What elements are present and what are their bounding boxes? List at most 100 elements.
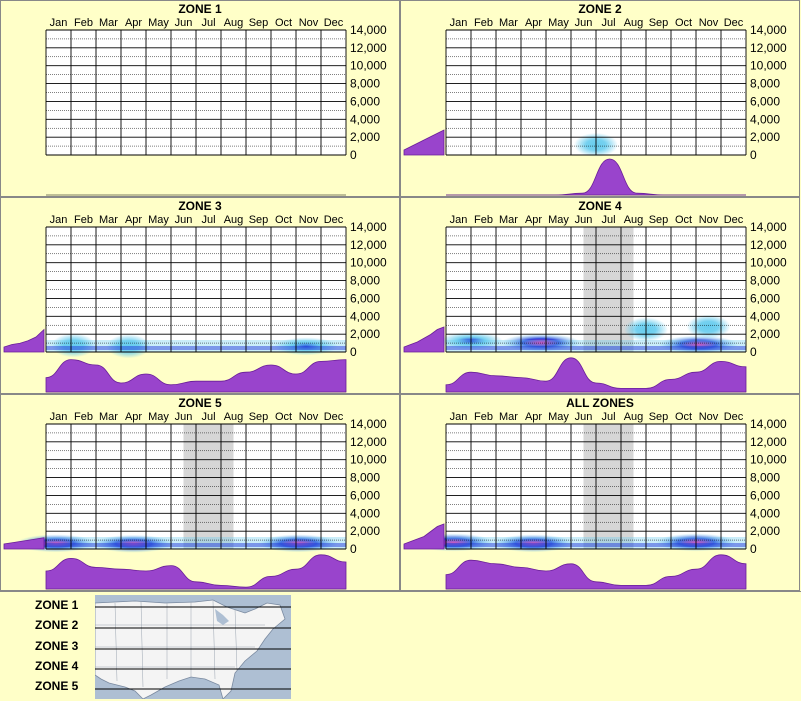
- y-tick-label: 8,000: [350, 274, 380, 288]
- panel-title: ALL ZONES: [566, 396, 634, 410]
- y-tick-label: 6,000: [350, 291, 380, 305]
- y-tick-label: 8,000: [750, 274, 780, 288]
- y-tick-label: 2,000: [350, 524, 380, 538]
- month-label: Sep: [249, 17, 269, 29]
- panel-5: ZONE 5 Jan Feb Mar Apr May Jun Jul Aug Sep Oct Nov D…: [0, 394, 400, 591]
- legend-zone-5: ZONE 5: [35, 679, 79, 693]
- month-label: Aug: [624, 17, 644, 29]
- month-label: Jun: [175, 17, 193, 29]
- month-label: Jul: [201, 17, 215, 29]
- month-label: Sep: [649, 17, 669, 29]
- month-label: Mar: [499, 17, 518, 29]
- y-tick-label: 8,000: [750, 77, 780, 91]
- month-label: Aug: [224, 17, 244, 29]
- month-label: Jan: [450, 411, 468, 423]
- monthly-profile: [45, 359, 347, 393]
- month-label: Nov: [299, 411, 319, 423]
- panels-svg: ZONE 1 Jan Feb Mar Apr May Jun Jul Aug Sep Oct Nov D…: [0, 0, 801, 592]
- hotspot: [686, 314, 731, 339]
- month-label: Feb: [474, 214, 493, 226]
- month-label: May: [148, 214, 169, 226]
- month-label: Nov: [299, 214, 319, 226]
- panel-1: ZONE 1 Jan Feb Mar Apr May Jun Jul Aug Sep Oct Nov D…: [0, 0, 400, 197]
- month-label: Jun: [575, 214, 593, 226]
- month-label: Dec: [724, 411, 744, 423]
- zone-map: [95, 595, 291, 699]
- month-label: Oct: [675, 411, 692, 423]
- y-tick-label: 2,000: [350, 130, 380, 144]
- month-label: Jun: [575, 411, 593, 423]
- month-label: Jan: [50, 214, 68, 226]
- y-tick-label: 0: [750, 148, 757, 162]
- y-tick-label: 2,000: [750, 130, 780, 144]
- elevation-profile: [403, 129, 445, 156]
- month-label: Jul: [201, 411, 215, 423]
- month-label: Apr: [525, 214, 542, 226]
- monthly-profile: [445, 554, 747, 590]
- y-tick-label: 4,000: [750, 506, 780, 520]
- month-label: Nov: [699, 411, 719, 423]
- panel-title: ZONE 5: [178, 396, 222, 410]
- month-label: Oct: [675, 214, 692, 226]
- panel-title: ZONE 1: [178, 2, 222, 16]
- panel-title: ZONE 3: [178, 199, 222, 213]
- month-label: Apr: [125, 17, 142, 29]
- legend-zone-3: ZONE 3: [35, 639, 79, 653]
- y-tick-label: 14,000: [750, 220, 787, 234]
- y-tick-label: 2,000: [750, 524, 780, 538]
- hotspot: [658, 335, 739, 354]
- month-label: Apr: [125, 214, 142, 226]
- month-label: Jun: [575, 17, 593, 29]
- month-label: Apr: [525, 411, 542, 423]
- y-tick-label: 4,000: [350, 506, 380, 520]
- panel-2: ZONE 2 Jan Feb Mar Apr May Jun Jul Aug Sep Oct Nov D…: [400, 0, 800, 197]
- y-tick-label: 10,000: [350, 256, 387, 270]
- hotspot: [51, 333, 96, 358]
- month-label: Sep: [249, 411, 269, 423]
- y-tick-label: 4,000: [750, 112, 780, 126]
- month-label: Jan: [450, 214, 468, 226]
- month-label: Oct: [675, 17, 692, 29]
- y-tick-label: 10,000: [750, 256, 787, 270]
- month-label: Feb: [74, 411, 93, 423]
- y-tick-label: 14,000: [350, 417, 387, 431]
- month-label: Dec: [324, 17, 344, 29]
- panel-6: ALL ZONES Jan Feb Mar Apr May Jun Jul Aug Sep Oct N…: [400, 394, 800, 591]
- y-tick-label: 4,000: [750, 309, 780, 323]
- y-tick-label: 14,000: [350, 220, 387, 234]
- month-label: Jan: [450, 17, 468, 29]
- month-label: Dec: [724, 214, 744, 226]
- month-label: Feb: [74, 214, 93, 226]
- month-label: May: [548, 411, 569, 423]
- y-tick-label: 8,000: [350, 77, 380, 91]
- y-tick-label: 4,000: [350, 112, 380, 126]
- y-tick-label: 12,000: [350, 435, 387, 449]
- month-label: Sep: [249, 214, 269, 226]
- y-tick-label: 4,000: [350, 309, 380, 323]
- month-label: Sep: [649, 214, 669, 226]
- month-label: Jul: [601, 214, 615, 226]
- monthly-profile: [445, 357, 747, 393]
- y-tick-label: 12,000: [350, 238, 387, 252]
- elevation-profile: [3, 537, 45, 550]
- hotspot: [493, 534, 574, 553]
- month-label: Nov: [299, 17, 319, 29]
- month-label: Mar: [99, 17, 118, 29]
- y-tick-label: 10,000: [750, 59, 787, 73]
- month-label: Aug: [224, 411, 244, 423]
- month-label: Jun: [175, 214, 193, 226]
- y-tick-label: 6,000: [350, 94, 380, 108]
- month-label: May: [148, 17, 169, 29]
- month-label: Feb: [74, 17, 93, 29]
- panel-title: ZONE 2: [578, 2, 622, 16]
- y-tick-label: 6,000: [750, 488, 780, 502]
- legend-frame: [0, 591, 801, 592]
- month-label: Apr: [525, 17, 542, 29]
- elevation-profile: [403, 523, 445, 550]
- month-label: Jan: [50, 411, 68, 423]
- y-tick-label: 8,000: [750, 471, 780, 485]
- legend-zone-4: ZONE 4: [35, 659, 79, 673]
- y-tick-label: 0: [750, 345, 757, 359]
- elevation-profile: [3, 328, 45, 353]
